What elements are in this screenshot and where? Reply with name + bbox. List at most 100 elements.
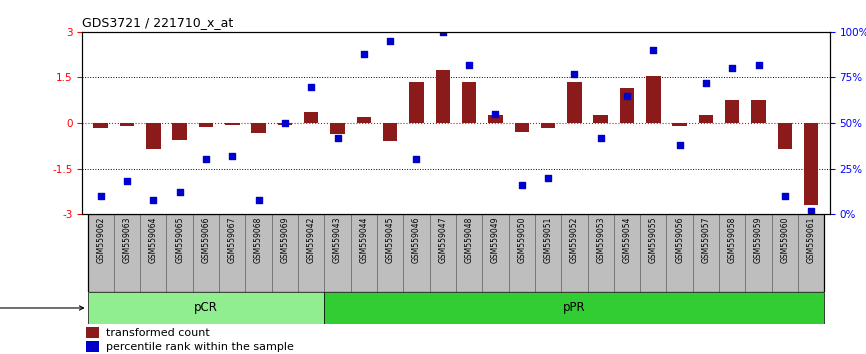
Point <box>436 29 449 35</box>
Bar <box>86 327 100 338</box>
Bar <box>325 292 824 324</box>
Bar <box>672 123 687 126</box>
Bar <box>699 115 714 123</box>
Text: GSM559068: GSM559068 <box>254 217 263 263</box>
Bar <box>330 123 345 134</box>
Bar <box>587 214 614 292</box>
Bar <box>146 123 160 149</box>
Bar <box>140 214 166 292</box>
Bar <box>120 123 134 126</box>
Point <box>384 38 397 44</box>
Bar <box>752 100 766 123</box>
Point <box>673 142 687 148</box>
Bar <box>561 214 587 292</box>
Bar <box>514 123 529 132</box>
Bar <box>225 123 240 125</box>
Bar <box>94 123 108 127</box>
Text: GSM559061: GSM559061 <box>807 217 816 263</box>
Point <box>278 120 292 126</box>
Bar <box>410 82 423 123</box>
Bar <box>778 123 792 149</box>
Bar <box>804 123 818 205</box>
Point <box>410 156 423 162</box>
Bar <box>325 214 351 292</box>
Bar <box>646 76 661 123</box>
Bar <box>351 214 377 292</box>
Text: GSM559062: GSM559062 <box>96 217 105 263</box>
Bar <box>357 117 372 123</box>
Text: GSM559052: GSM559052 <box>570 217 578 263</box>
Point <box>805 208 818 213</box>
Text: GSM559057: GSM559057 <box>701 217 710 263</box>
Text: GSM559069: GSM559069 <box>281 217 289 263</box>
Bar <box>430 214 456 292</box>
Text: GSM559048: GSM559048 <box>464 217 474 263</box>
Point <box>567 71 581 76</box>
Bar <box>798 214 824 292</box>
Point <box>357 51 371 57</box>
Text: GSM559043: GSM559043 <box>333 217 342 263</box>
Bar <box>593 115 608 123</box>
Point <box>225 153 239 159</box>
Text: GSM559060: GSM559060 <box>780 217 790 263</box>
Bar <box>725 100 740 123</box>
Bar <box>219 214 245 292</box>
Point <box>304 84 318 89</box>
Text: percentile rank within the sample: percentile rank within the sample <box>107 342 294 352</box>
Text: GSM559047: GSM559047 <box>438 217 448 263</box>
Text: GSM559045: GSM559045 <box>385 217 395 263</box>
Bar <box>86 341 100 353</box>
Point <box>726 65 740 71</box>
Text: GSM559066: GSM559066 <box>202 217 210 263</box>
Bar <box>456 214 482 292</box>
Text: GSM559063: GSM559063 <box>122 217 132 263</box>
Bar <box>166 214 193 292</box>
Point <box>199 156 213 162</box>
Bar <box>193 214 219 292</box>
Text: GSM559049: GSM559049 <box>491 217 500 263</box>
Bar <box>488 115 502 123</box>
Text: GDS3721 / 221710_x_at: GDS3721 / 221710_x_at <box>82 16 234 29</box>
Bar <box>198 123 213 127</box>
Point <box>752 62 766 68</box>
Point <box>699 80 713 86</box>
Bar <box>508 214 535 292</box>
Text: GSM559051: GSM559051 <box>544 217 553 263</box>
Text: GSM559058: GSM559058 <box>727 217 737 263</box>
Text: GSM559054: GSM559054 <box>623 217 631 263</box>
Point <box>778 193 792 199</box>
Bar <box>482 214 508 292</box>
Bar <box>113 214 140 292</box>
Bar <box>640 214 667 292</box>
Point <box>514 182 528 188</box>
Text: GSM559064: GSM559064 <box>149 217 158 263</box>
Text: GSM559042: GSM559042 <box>307 217 316 263</box>
Text: pCR: pCR <box>194 302 218 314</box>
Bar <box>462 82 476 123</box>
Bar <box>620 88 634 123</box>
Bar <box>719 214 746 292</box>
Bar <box>87 214 113 292</box>
Point <box>541 175 555 181</box>
Point <box>488 111 502 117</box>
Point <box>146 197 160 202</box>
Bar <box>772 214 798 292</box>
Bar <box>245 214 272 292</box>
Bar <box>746 214 772 292</box>
Point <box>331 135 345 141</box>
Text: GSM559059: GSM559059 <box>754 217 763 263</box>
Bar <box>87 292 325 324</box>
Bar <box>436 70 450 123</box>
Text: GSM559056: GSM559056 <box>675 217 684 263</box>
Bar <box>383 123 397 141</box>
Bar <box>298 214 325 292</box>
Text: GSM559067: GSM559067 <box>228 217 236 263</box>
Point <box>594 135 608 141</box>
Point <box>252 197 266 202</box>
Point <box>94 193 107 199</box>
Text: GSM559055: GSM559055 <box>649 217 658 263</box>
Text: pPR: pPR <box>563 302 585 314</box>
Text: disease state: disease state <box>0 303 83 313</box>
Text: transformed count: transformed count <box>107 328 210 338</box>
Bar <box>251 123 266 133</box>
